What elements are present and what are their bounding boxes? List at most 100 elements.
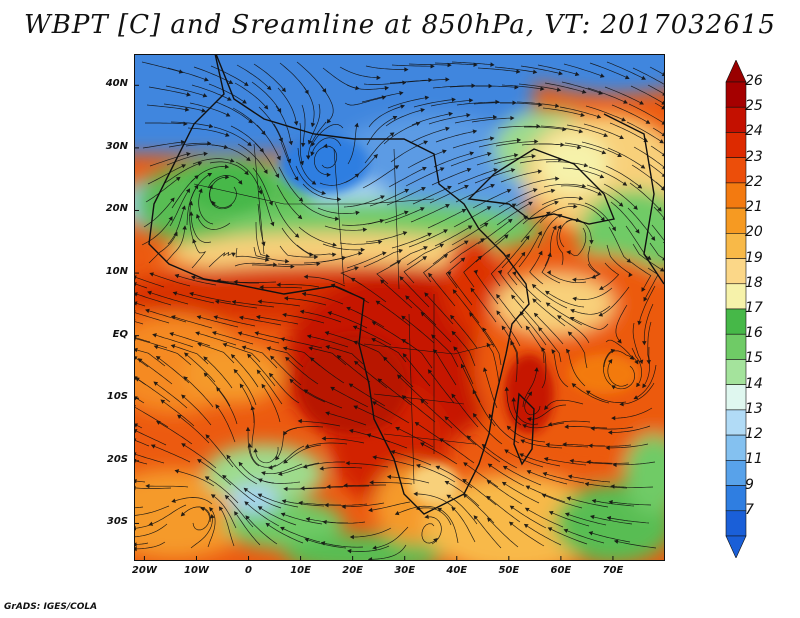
streamline (267, 347, 304, 368)
streamline (238, 332, 280, 344)
streamline (632, 67, 665, 86)
streamline (223, 343, 261, 363)
streamline (429, 185, 469, 204)
streamline-arrow (334, 216, 340, 221)
streamline (511, 294, 540, 328)
streamline (136, 302, 146, 307)
streamline-arrow (353, 340, 358, 345)
streamline-arrow (386, 474, 392, 480)
streamline (370, 482, 413, 485)
streamline (605, 165, 642, 189)
streamline-arrow (209, 507, 214, 512)
streamline-arrow (319, 466, 324, 471)
streamline (527, 470, 568, 485)
streamline (181, 394, 212, 426)
streamline-arrow (618, 202, 624, 207)
streamline-arrow (181, 205, 186, 210)
streamline-arrow (497, 269, 503, 275)
streamline-arrow (196, 315, 202, 320)
streamline-arrow (390, 450, 396, 455)
streamline-arrow (345, 460, 350, 466)
streamline (539, 143, 581, 149)
streamline-arrow (225, 132, 230, 137)
streamline (488, 414, 520, 444)
streamline (463, 493, 495, 524)
streamline-arrow (622, 181, 628, 186)
streamline (207, 507, 216, 548)
streamline-arrow (216, 387, 221, 392)
streamline-arrow (542, 471, 548, 477)
streamline (135, 460, 148, 465)
lon-label: 30E (394, 565, 416, 576)
streamline-arrow (451, 330, 457, 336)
streamline (513, 397, 539, 425)
streamline (270, 355, 302, 386)
streamline (451, 393, 479, 428)
streamline-arrow (633, 205, 638, 210)
streamline-arrow (572, 296, 577, 302)
streamline (141, 216, 173, 246)
streamline-arrow (512, 271, 517, 276)
streamline (472, 189, 511, 209)
streamline-arrow (619, 135, 624, 140)
streamline-arrow (531, 283, 537, 289)
streamline (626, 121, 664, 144)
streamline-arrow (275, 455, 280, 461)
streamline-arrow (439, 167, 445, 172)
streamline-arrow (573, 204, 578, 209)
streamline-arrow (510, 115, 515, 121)
streamline-arrow (603, 132, 609, 138)
streamline (585, 483, 628, 489)
streamline-arrow (180, 139, 186, 145)
streamline-arrow (501, 481, 507, 486)
streamline-arrow (511, 203, 517, 208)
streamline (470, 287, 497, 323)
lon-label: 40E (446, 565, 468, 576)
streamline-arrow (145, 308, 150, 314)
streamline-arrow (394, 165, 400, 170)
streamline-arrow (298, 197, 304, 202)
streamline-arrow (243, 81, 249, 87)
streamline-arrow (402, 353, 408, 358)
streamline (145, 122, 188, 125)
streamline (368, 105, 405, 128)
streamline (284, 297, 327, 306)
streamline-arrow (195, 213, 201, 219)
streamline (548, 420, 591, 426)
streamline (283, 444, 322, 464)
streamline-arrow (180, 511, 186, 517)
streamline (189, 292, 232, 303)
streamline-arrow (502, 465, 508, 470)
streamline (571, 383, 610, 404)
streamline (445, 480, 480, 507)
lon-label: 20E (342, 565, 364, 576)
streamline-arrow (306, 334, 312, 339)
streamline-arrow (326, 484, 331, 489)
streamline-arrow (405, 295, 410, 300)
streamline-arrow (325, 411, 330, 416)
streamline-arrow (376, 75, 381, 80)
streamline-arrow (354, 122, 359, 128)
streamline (156, 356, 190, 384)
streamline (363, 249, 403, 268)
streamline (473, 413, 503, 445)
streamline-arrow (404, 67, 409, 72)
streamline-arrow (238, 461, 243, 467)
streamline (399, 276, 430, 308)
streamline-arrow (538, 250, 543, 256)
streamline (461, 364, 481, 403)
streamline (632, 322, 643, 364)
streamline-arrow (244, 501, 249, 506)
streamline (589, 531, 631, 543)
streamline-arrow (194, 184, 199, 190)
streamline-arrow (215, 404, 220, 409)
streamline (181, 506, 211, 523)
streamline (190, 166, 229, 183)
streamline-arrow (404, 188, 410, 193)
lon-label: 70E (602, 565, 624, 576)
streamline-arrow (506, 425, 512, 431)
streamline-arrow (366, 433, 372, 438)
streamline (541, 253, 561, 284)
streamline-arrow (246, 156, 251, 162)
streamline-arrow (550, 188, 556, 194)
